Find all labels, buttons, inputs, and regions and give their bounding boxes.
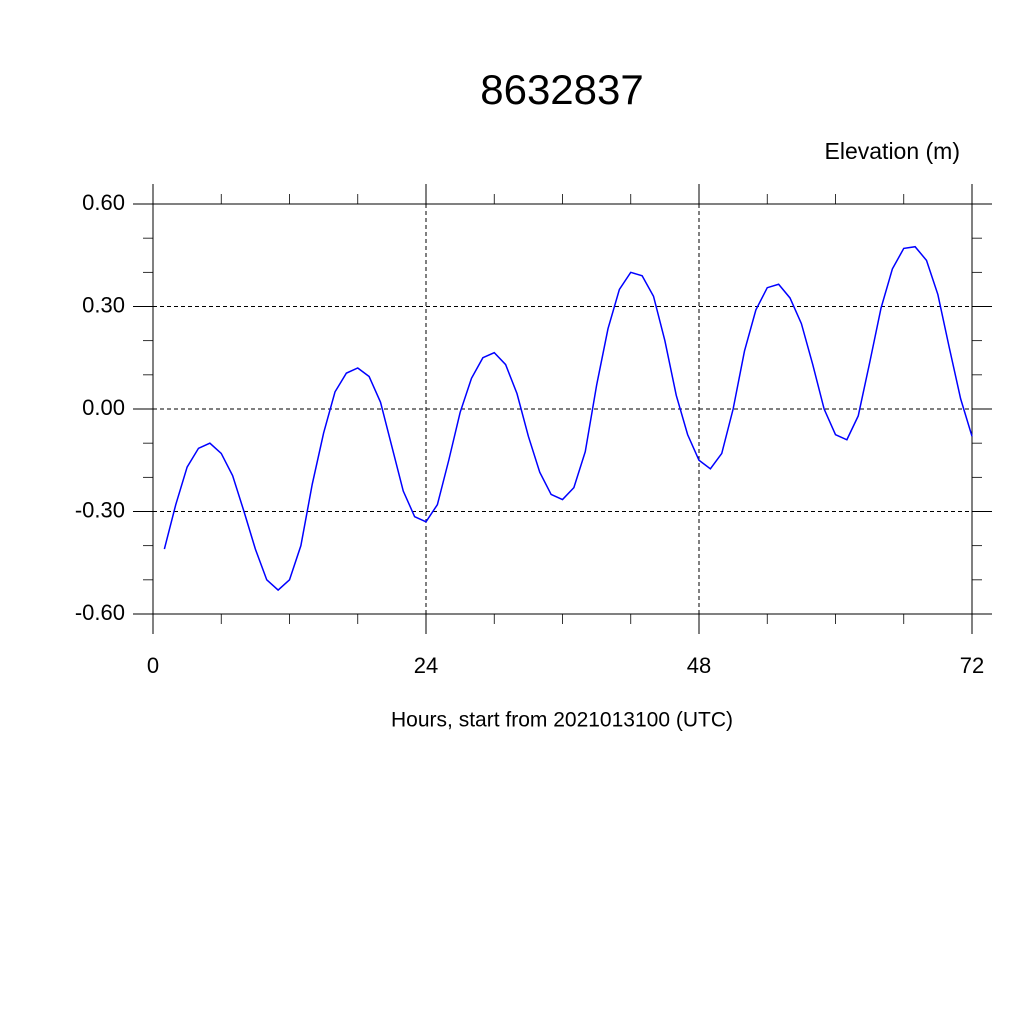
- x-tick-label: 0: [147, 653, 159, 678]
- x-axis-label: Hours, start from 2021013100 (UTC): [391, 709, 733, 732]
- chart-title: 8632837: [480, 66, 644, 113]
- data-line: [163, 245, 973, 592]
- y-tick-label: 0.00: [82, 395, 125, 420]
- subtitle: Elevation (m): [825, 138, 960, 164]
- y-tick-label: 0.60: [82, 190, 125, 215]
- x-tick-label: 48: [687, 653, 711, 678]
- x-tick-label: 72: [960, 653, 984, 678]
- y-tick-label: -0.30: [75, 497, 125, 522]
- y-tick-label: -0.60: [75, 600, 125, 625]
- y-tick-label: 0.30: [82, 292, 125, 317]
- x-tick-label: 24: [414, 653, 438, 678]
- plot-frame: [152, 203, 973, 615]
